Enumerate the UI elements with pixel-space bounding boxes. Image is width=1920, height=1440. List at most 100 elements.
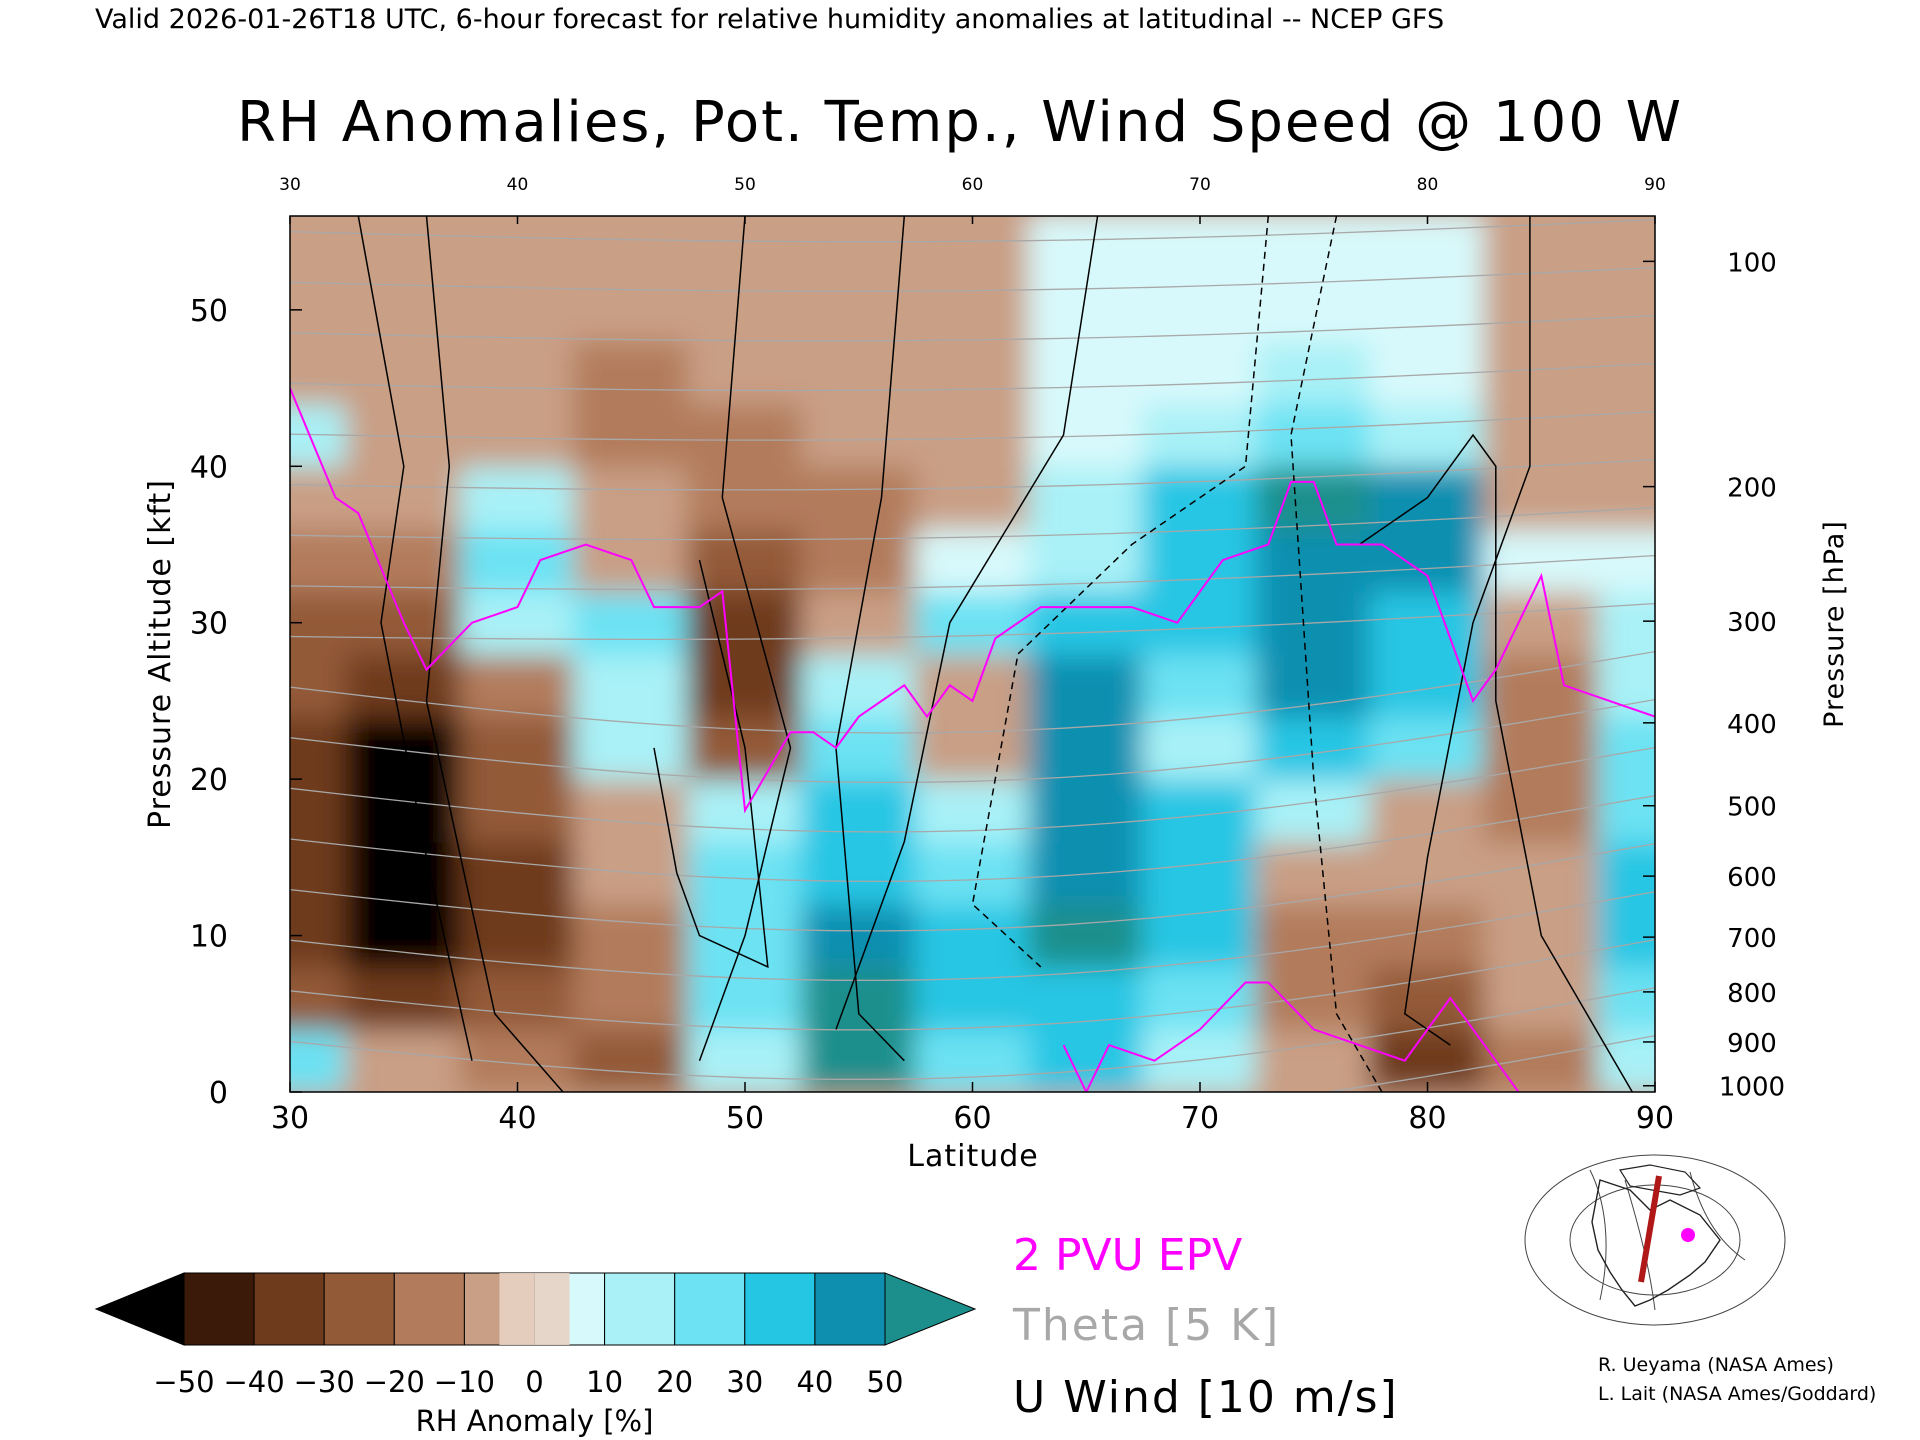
heat-cell xyxy=(1369,527,1486,593)
heat-cell xyxy=(1597,715,1655,781)
credit-line-1: R. Ueyama (NASA Ames) xyxy=(1598,1354,1834,1376)
chart-title: RH Anomalies, Pot. Temp., Wind Speed @ 1… xyxy=(236,90,1684,155)
x-tick-label: 50 xyxy=(726,1101,764,1136)
x-top-tick-label: 90 xyxy=(1644,175,1666,195)
pressure-tick-label: 1000 xyxy=(1719,1073,1785,1103)
heat-cell xyxy=(914,965,1031,1031)
heat-cell xyxy=(459,653,576,718)
x-axis-label: Latitude xyxy=(907,1139,1038,1174)
arctic-islands-outline xyxy=(1619,1164,1702,1196)
heat-cell xyxy=(800,903,917,968)
heat-cell xyxy=(1028,340,1145,405)
u-wind-contour xyxy=(698,216,792,1061)
heat-cell xyxy=(1028,840,1145,906)
x-top-tick-label: 70 xyxy=(1189,175,1211,195)
heat-cell xyxy=(1255,965,1372,1031)
heat-cell xyxy=(573,590,690,655)
colorbar-tick-label: −50 xyxy=(153,1365,214,1399)
heat-cell xyxy=(687,216,803,280)
heat-cell xyxy=(914,527,1031,593)
heat-cell xyxy=(1369,590,1486,655)
heat-cell xyxy=(1255,653,1372,718)
heat-cell xyxy=(1255,340,1372,405)
theta-contour xyxy=(290,266,1655,292)
locator-map-frame xyxy=(1555,1163,1753,1315)
heat-cell xyxy=(345,340,462,405)
heat-cell xyxy=(1483,402,1600,468)
heat-cell xyxy=(459,465,576,530)
colorbar-tick-label: −10 xyxy=(434,1365,495,1399)
heat-cell xyxy=(345,778,462,843)
heat-cell xyxy=(1255,465,1372,530)
heat-cell xyxy=(1597,590,1655,655)
heat-cell xyxy=(687,653,803,718)
heat-cell xyxy=(1483,590,1600,655)
heat-cell xyxy=(687,340,803,405)
heat-cell xyxy=(1369,402,1486,468)
heat-cell xyxy=(1142,216,1258,280)
legend-u-wind: U Wind [10 m/s] xyxy=(1013,1372,1399,1423)
theta-contour xyxy=(290,362,1655,392)
epv-2pvu-contour xyxy=(1062,981,1520,1092)
north-america-outline xyxy=(1591,1179,1721,1307)
theta-contour xyxy=(290,314,1655,342)
heat-cell xyxy=(914,903,1031,968)
heat-cell xyxy=(800,778,917,843)
heat-cell xyxy=(573,340,690,405)
heat-cell xyxy=(1483,465,1600,530)
heat-cell xyxy=(290,216,348,280)
heat-cell xyxy=(1142,402,1258,468)
u-wind-contour xyxy=(425,216,564,1092)
legend-epv: 2 PVU EPV xyxy=(1013,1230,1243,1281)
heat-cell xyxy=(1142,653,1258,718)
heat-cell xyxy=(1483,965,1600,1031)
heat-cell xyxy=(573,216,690,280)
y-tick-label: 10 xyxy=(190,920,228,955)
heat-cell xyxy=(914,402,1031,468)
heat-cell xyxy=(459,715,576,781)
x-tick-label: 90 xyxy=(1636,1101,1674,1136)
heat-cell xyxy=(573,653,690,718)
pressure-tick-label: 300 xyxy=(1727,608,1777,638)
heat-cell xyxy=(1369,216,1486,280)
credit-line-2: L. Lait (NASA Ames/Goddard) xyxy=(1598,1383,1877,1405)
location-marker xyxy=(1681,1228,1695,1242)
y-tick-label: 50 xyxy=(190,294,228,329)
pressure-tick-label: 600 xyxy=(1727,863,1777,893)
heat-cell xyxy=(345,903,462,968)
heat-cell xyxy=(1028,653,1145,718)
heat-cell xyxy=(914,277,1031,343)
heat-cell xyxy=(1597,340,1655,405)
valid-time-header: Valid 2026-01-26T18 UTC, 6-hour forecast… xyxy=(95,4,1445,35)
theta-contour xyxy=(290,939,1655,1031)
heat-cell xyxy=(1028,465,1145,530)
theta-contours xyxy=(290,218,1655,1092)
heat-cell xyxy=(573,778,690,843)
heat-cell xyxy=(290,715,348,781)
colorbar-segment xyxy=(674,1272,746,1346)
pressure-tick-label: 100 xyxy=(1727,248,1777,278)
heat-cell xyxy=(687,965,803,1031)
heat-cell xyxy=(290,965,348,1031)
heat-cell xyxy=(459,216,576,280)
heat-cell xyxy=(459,590,576,655)
heat-cell xyxy=(345,715,462,781)
heat-cell xyxy=(459,903,576,968)
colorbar-tick-label: −30 xyxy=(294,1365,355,1399)
u-wind-contour xyxy=(653,559,769,969)
colorbar-segment xyxy=(253,1272,325,1346)
heat-cell xyxy=(800,402,917,468)
heat-cell xyxy=(1597,527,1655,593)
colorbar-high-extend xyxy=(884,1272,977,1346)
heat-cell xyxy=(573,840,690,906)
heat-cell xyxy=(1597,465,1655,530)
colorbar-tick-label: −40 xyxy=(223,1365,284,1399)
heat-cell xyxy=(345,1028,462,1092)
heat-cell xyxy=(290,340,348,405)
heat-cell xyxy=(1142,340,1258,405)
colorbar-tick-label: 10 xyxy=(586,1365,623,1399)
y-tick-label: 40 xyxy=(190,450,228,485)
heat-cell xyxy=(459,340,576,405)
heat-cell xyxy=(1483,653,1600,718)
legend-theta: Theta [5 K] xyxy=(1013,1300,1281,1351)
